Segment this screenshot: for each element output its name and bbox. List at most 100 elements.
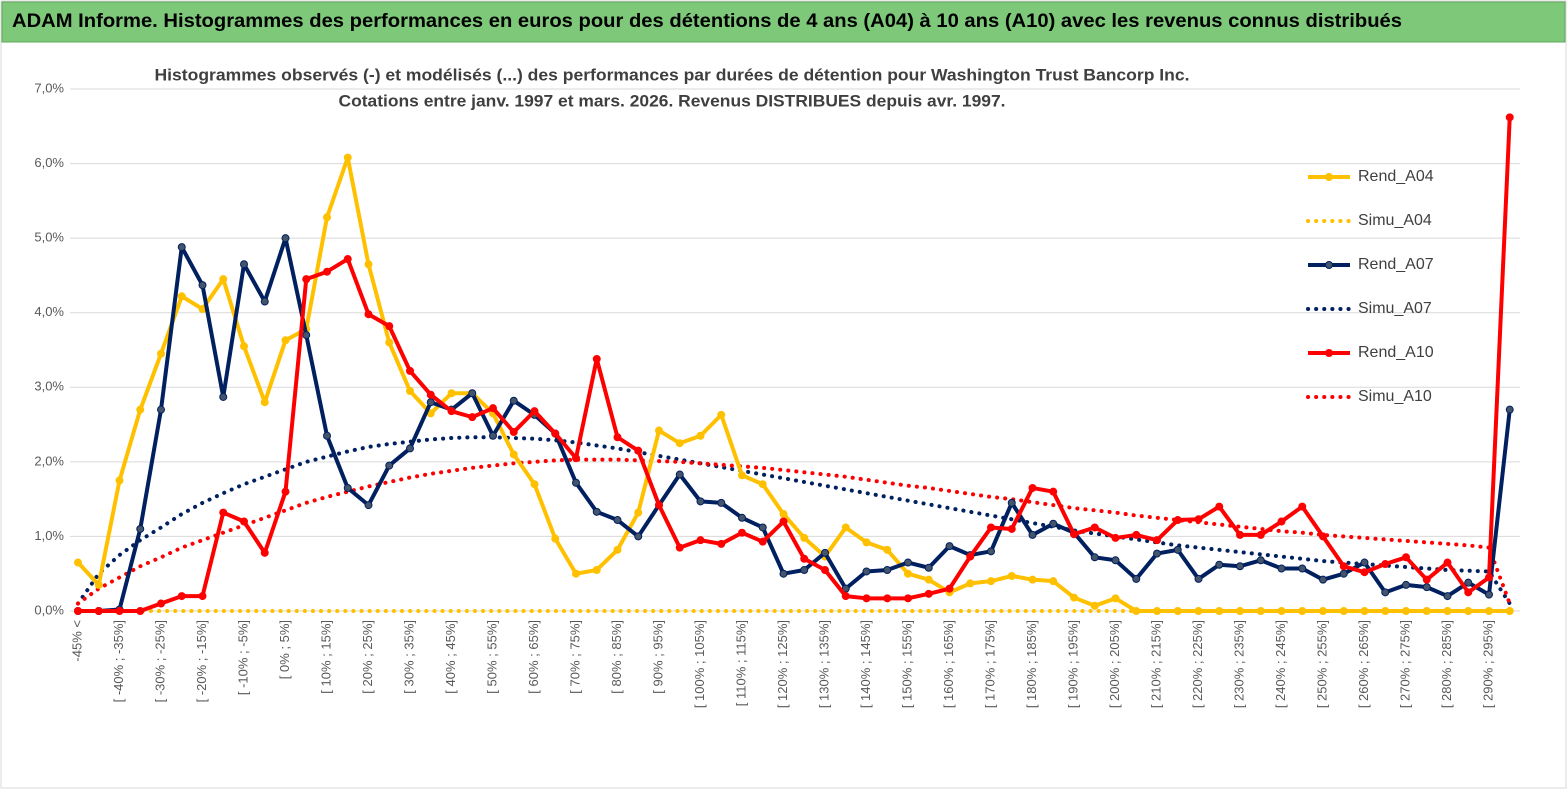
data-point	[1422, 607, 1431, 615]
data-point	[717, 539, 726, 548]
data-point	[1194, 607, 1203, 615]
data-point	[219, 275, 228, 284]
data-point	[717, 410, 726, 419]
data-point	[323, 213, 331, 222]
x-tick-label: [ 160% ; 165%]	[941, 620, 956, 708]
data-point	[426, 398, 435, 407]
data-point	[1007, 498, 1016, 507]
data-point	[1485, 590, 1493, 599]
x-tick-label: -45% <	[69, 620, 84, 662]
data-point	[1505, 113, 1514, 122]
data-point	[177, 292, 186, 301]
data-point	[385, 322, 394, 331]
data-point	[1256, 530, 1265, 539]
data-point	[385, 338, 394, 347]
data-point	[862, 538, 871, 547]
data-point	[738, 471, 746, 480]
series-line	[78, 236, 1512, 613]
data-point	[1464, 607, 1473, 615]
data-point	[883, 545, 892, 554]
data-point	[551, 429, 560, 438]
data-point	[1485, 573, 1493, 582]
data-point	[904, 569, 912, 578]
data-point	[1381, 588, 1390, 597]
data-point	[572, 478, 580, 487]
y-tick-label: 0,0%	[34, 602, 64, 617]
data-point	[821, 565, 829, 574]
data-point	[1298, 564, 1307, 573]
data-point	[1360, 558, 1369, 567]
data-point	[1153, 536, 1161, 545]
data-point	[987, 547, 995, 556]
data-point	[1277, 517, 1286, 526]
data-point	[385, 461, 394, 470]
data-point	[1215, 607, 1224, 615]
data-point	[1090, 523, 1099, 532]
legend-marker	[1325, 261, 1333, 269]
data-point	[717, 498, 726, 507]
data-point	[74, 558, 82, 567]
x-tick-label: [ 120% ; 125%]	[775, 620, 790, 708]
data-point	[489, 404, 497, 413]
data-point	[592, 507, 601, 516]
data-point	[1132, 607, 1141, 615]
data-point	[260, 548, 269, 557]
data-point	[530, 480, 539, 489]
data-point	[468, 413, 477, 422]
data-point	[177, 243, 186, 252]
x-tick-label: [ 270% ; 275%]	[1397, 620, 1412, 708]
data-point	[1215, 502, 1224, 511]
data-point	[281, 234, 290, 243]
data-point	[738, 513, 746, 522]
legend-marker	[1325, 349, 1333, 357]
data-point	[1070, 530, 1078, 539]
data-point	[1277, 607, 1286, 615]
data-point	[157, 349, 165, 358]
x-tick-label: [ 140% ; 145%]	[858, 620, 873, 708]
data-point	[406, 366, 414, 375]
data-point	[447, 407, 456, 416]
data-point	[1236, 607, 1244, 615]
data-point	[1402, 607, 1410, 615]
header-title: ADAM Informe. Histogrammes des performan…	[12, 11, 1402, 32]
data-point	[1298, 607, 1307, 615]
data-point	[530, 407, 539, 416]
data-point	[136, 405, 145, 414]
data-point	[1298, 502, 1307, 511]
x-tick-label: [ 220% ; 225%]	[1190, 620, 1205, 708]
x-tick-label: [ 30% ; 35%]	[401, 620, 416, 694]
data-point	[779, 517, 788, 526]
data-point	[1319, 575, 1327, 584]
data-point	[240, 260, 248, 269]
data-point	[219, 508, 228, 517]
data-point	[738, 528, 746, 537]
data-point	[634, 508, 643, 517]
data-point	[1028, 483, 1037, 492]
x-tick-label: [ -40% ; -35%]	[111, 620, 126, 702]
header-bar	[1, 1, 1566, 43]
data-point	[364, 310, 373, 319]
data-point	[94, 580, 103, 589]
x-tick-label: [ 130% ; 135%]	[816, 620, 831, 708]
data-point	[1422, 583, 1431, 592]
legend-label: Rend_A07	[1358, 256, 1434, 273]
data-point	[1007, 524, 1016, 533]
data-point	[634, 446, 643, 455]
data-point	[198, 592, 207, 601]
series-line	[78, 117, 1512, 613]
data-point	[364, 260, 373, 269]
data-point	[592, 565, 601, 574]
data-point	[613, 516, 622, 525]
data-point	[1443, 607, 1452, 615]
x-tick-label: [ 80% ; 85%]	[609, 620, 624, 694]
data-point	[115, 476, 124, 485]
legend-marker	[1325, 173, 1333, 181]
x-tick-label: [ 100% ; 105%]	[692, 620, 707, 708]
x-tick-label: [ 70% ; 75%]	[567, 620, 582, 694]
data-point	[966, 579, 975, 588]
data-point	[1090, 553, 1099, 562]
data-point	[136, 607, 145, 615]
data-point	[883, 565, 892, 574]
x-tick-label: [ 150% ; 155%]	[899, 620, 914, 708]
